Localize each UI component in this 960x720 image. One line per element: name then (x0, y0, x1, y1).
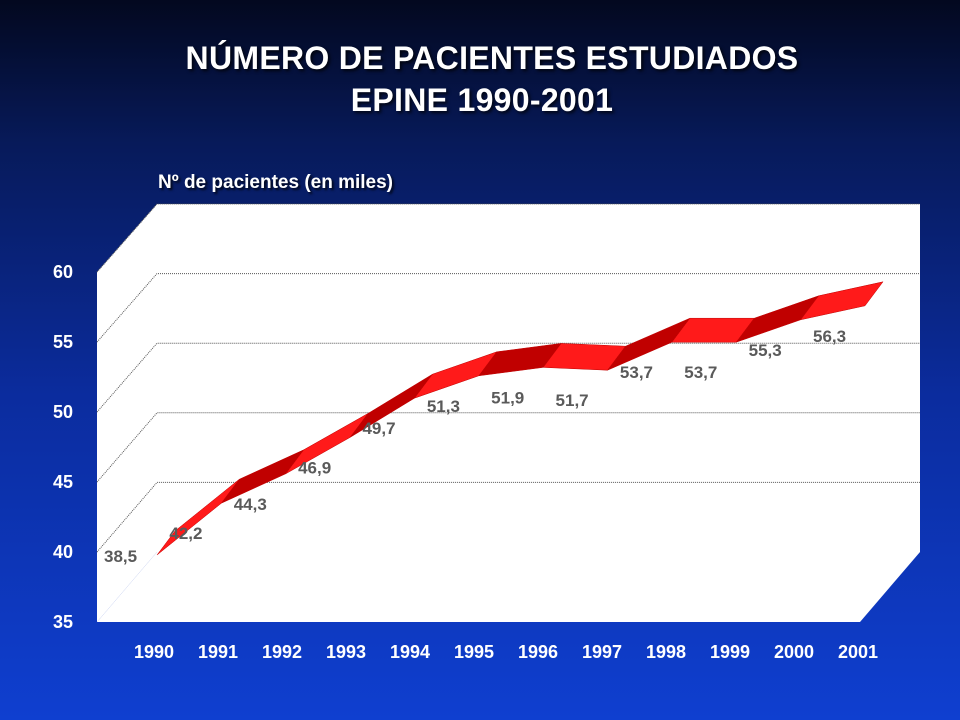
x-tick-label: 1996 (518, 642, 558, 662)
data-label: 51,3 (427, 397, 460, 416)
gridline (96, 481, 920, 553)
data-label: 53,7 (684, 363, 717, 382)
x-tick-label: 1998 (646, 642, 686, 662)
side-wall (97, 204, 157, 622)
data-label: 56,3 (813, 327, 846, 346)
x-tick-label: 1991 (198, 642, 238, 662)
floor (97, 552, 920, 622)
data-ribbon (156, 281, 884, 556)
gridline (96, 412, 920, 483)
data-label: 49,7 (362, 419, 395, 438)
gridline (96, 203, 920, 273)
y-tick-label: 35 (53, 612, 73, 632)
chart-walls (97, 204, 920, 622)
y-tick-label: 45 (53, 472, 73, 492)
data-label: 46,9 (298, 458, 331, 477)
data-label: 38,5 (104, 547, 137, 566)
x-axis-ticks: 1990 1991 1992 1993 1994 1995 1996 1997 1998 1999… (134, 642, 878, 662)
chart-title-line-2: EPINE 1990-2001 (350, 82, 614, 118)
y-axis-ticks: 35 40 45 50 55 60 (53, 262, 73, 632)
data-label: 42,2 (169, 524, 202, 543)
x-tick-label: 2000 (774, 642, 814, 662)
x-tick-label: 2001 (838, 642, 878, 662)
gridline (96, 342, 920, 413)
y-tick-label: 50 (53, 402, 73, 422)
y-axis-label: Nº de pacientes (en miles) (158, 172, 394, 193)
x-tick-label: 1994 (390, 642, 430, 662)
data-label: 53,7 (620, 363, 653, 382)
x-tick-label: 1990 (134, 642, 174, 662)
x-tick-label: 1997 (582, 642, 622, 662)
chart-title-line-1: NÚMERO DE PACIENTES ESTUDIADOS (185, 40, 799, 76)
x-tick-label: 1999 (710, 642, 750, 662)
ribbon-segment (800, 281, 884, 321)
data-label: 55,3 (749, 341, 782, 360)
y-tick-label: 55 (53, 332, 73, 352)
data-labels: 38,5 42,2 44,3 46,9 49,7 51,3 51,9 51,7 53,7 53,7… (104, 327, 846, 566)
data-label: 44,3 (234, 495, 267, 514)
data-label: 51,9 (491, 388, 524, 407)
data-label: 51,7 (556, 391, 589, 410)
y-tick-label: 40 (53, 542, 73, 562)
x-tick-label: 1995 (454, 642, 494, 662)
x-tick-label: 1992 (262, 642, 302, 662)
back-wall (157, 204, 920, 552)
y-tick-label: 60 (53, 262, 73, 282)
gridlines (96, 203, 920, 553)
gridline (96, 273, 920, 343)
x-tick-label: 1993 (326, 642, 366, 662)
